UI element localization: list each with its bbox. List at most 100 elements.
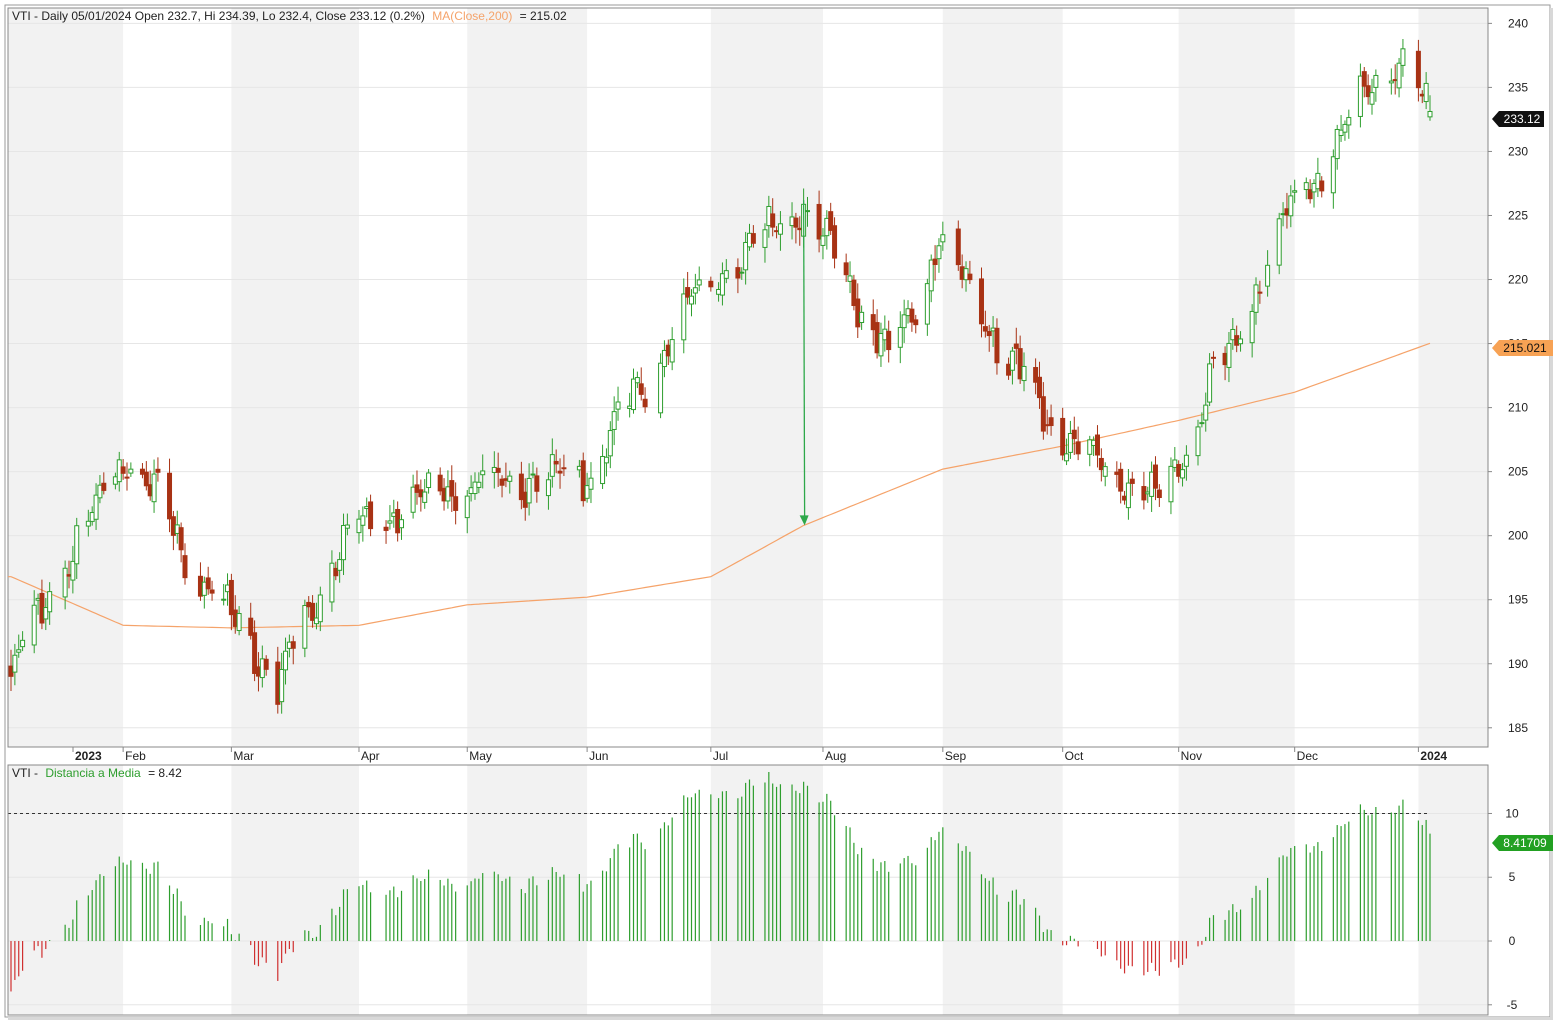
indicator-badge: 8.41709: [1492, 835, 1553, 851]
candle: [47, 582, 53, 625]
candle: [74, 517, 80, 579]
candle: [476, 472, 482, 494]
candle: [317, 586, 323, 632]
candle-body: [661, 349, 667, 368]
candle: [878, 322, 884, 367]
candle-body: [1303, 182, 1309, 191]
candle: [1226, 332, 1232, 383]
main-header-text: VTI - Daily 05/01/2024 Open 232.7, Hi 23…: [12, 9, 425, 23]
candle-body: [549, 454, 555, 477]
indicator-y-axis: -5 0 5 10: [1488, 806, 1519, 1012]
candle: [526, 463, 532, 516]
candle-body: [1180, 469, 1186, 479]
candle-body: [31, 604, 37, 646]
candle-body: [1361, 71, 1367, 87]
candle-body: [1226, 342, 1232, 368]
candle-body: [1040, 396, 1046, 432]
candle: [252, 620, 258, 682]
candle: [1017, 335, 1023, 384]
candle: [12, 643, 18, 686]
candle-body: [12, 654, 18, 673]
candle-body: [1346, 117, 1352, 126]
candle-body: [909, 308, 915, 323]
candle-body: [344, 524, 350, 529]
indicator-badge-text: 8.41709: [1503, 836, 1547, 850]
ma-value: = 215.02: [520, 9, 567, 23]
date-tick-label: Sep: [945, 749, 967, 763]
candle: [708, 276, 714, 292]
candle: [360, 506, 366, 542]
candle: [967, 260, 973, 285]
main-header: VTI - Daily 05/01/2024 Open 232.7, Hi 23…: [12, 9, 567, 23]
date-tick-label: Mar: [233, 749, 254, 763]
candle: [1195, 419, 1201, 466]
candle-body: [356, 518, 362, 534]
candle: [356, 509, 362, 544]
date-tick-label: Dec: [1297, 749, 1318, 763]
candle: [178, 522, 184, 563]
candle: [120, 459, 126, 480]
indicator-panel[interactable]: -5 0 5 10 VTI - Distancia a Media = 8.42 8.…: [7, 764, 1553, 1016]
candle: [1013, 327, 1019, 365]
candle-body: [770, 213, 776, 228]
candle: [762, 223, 768, 263]
candle: [263, 655, 269, 676]
price-tick-label: 195: [1508, 593, 1528, 607]
candle-body: [1210, 356, 1216, 359]
candle-body: [689, 295, 695, 305]
candle: [480, 454, 486, 489]
candle: [658, 353, 664, 419]
candle-body: [1203, 404, 1209, 421]
candle-body: [507, 475, 513, 482]
candle-body: [1207, 363, 1213, 403]
date-tick-label: Apr: [361, 749, 380, 763]
candle: [31, 590, 37, 654]
candle-body: [221, 598, 227, 601]
candle-body: [151, 473, 157, 503]
date-tick-label: Aug: [825, 749, 846, 763]
candle-body: [1369, 92, 1375, 105]
candle-body: [1238, 338, 1244, 345]
candle-body: [85, 520, 91, 527]
candle-body: [1102, 466, 1108, 477]
candle: [1064, 438, 1070, 466]
candle-body: [561, 467, 567, 470]
candle-body: [1292, 190, 1298, 193]
candle-body: [1373, 74, 1379, 88]
candle-body: [631, 378, 637, 411]
candle: [739, 267, 745, 280]
candle-body: [696, 279, 702, 286]
candle-body: [634, 377, 640, 384]
candle: [1075, 426, 1081, 461]
candle-body: [600, 455, 606, 485]
candle: [696, 266, 702, 292]
price-panel[interactable]: 185190195200205210215220225230235240 202…: [7, 7, 1553, 763]
candle-body: [205, 577, 211, 590]
candle-body: [1334, 128, 1340, 160]
candle-body: [901, 314, 907, 329]
candle-body: [1036, 376, 1042, 399]
candle: [337, 552, 343, 583]
candle-body: [499, 478, 505, 486]
candle: [1257, 280, 1263, 304]
candle: [901, 299, 907, 343]
candle: [1168, 457, 1174, 515]
candle-body: [283, 650, 289, 671]
candle-body: [1017, 348, 1023, 380]
candle-body: [1396, 62, 1402, 89]
candle: [302, 599, 308, 658]
date-tick-label: Jul: [713, 749, 728, 763]
candle-body: [982, 326, 988, 332]
candle: [1292, 179, 1298, 204]
candle-body: [1365, 85, 1371, 98]
candle: [1156, 484, 1162, 507]
last-price-badge-text: 233.12: [1504, 112, 1541, 126]
candle: [1071, 416, 1077, 455]
ma-badge-text: 215.021: [1503, 341, 1547, 355]
candle-body: [580, 460, 586, 502]
candle-body: [1253, 284, 1259, 313]
candle-body: [940, 234, 946, 243]
candle: [1021, 352, 1027, 392]
candle: [978, 267, 984, 338]
candle: [642, 387, 648, 413]
